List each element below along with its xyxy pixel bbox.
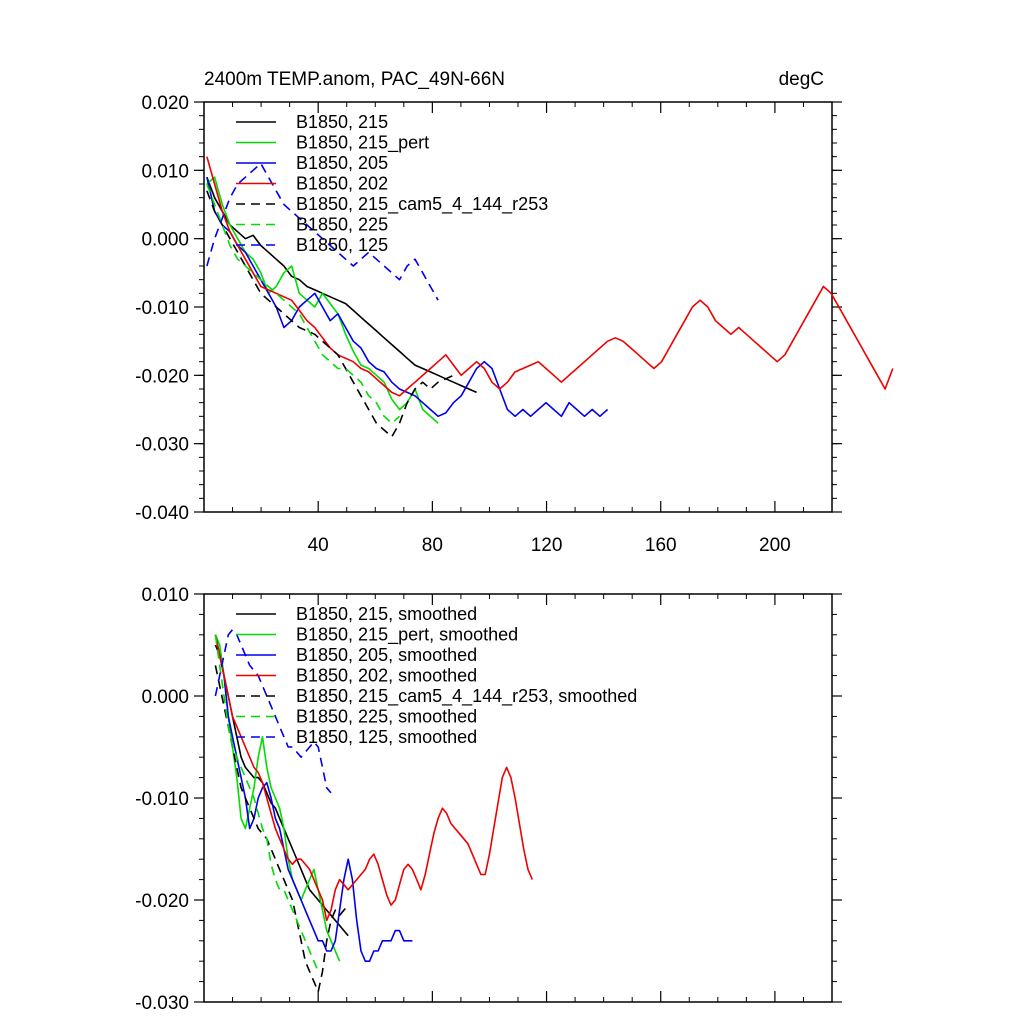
- series-line-4: [214, 665, 349, 993]
- x-tick-label: 120: [531, 535, 563, 556]
- chart-title: 2400m TEMP.anom, PAC_49N-66N: [204, 69, 505, 90]
- legend-entry: B1850, 125: [296, 235, 388, 255]
- top-panel: 40 80 120 160 200 0.020 0.010 0.000 -0.010 -0.020…: [135, 69, 894, 556]
- y-tick-label: 0.000: [141, 230, 189, 251]
- legend-entry: B1850, 202, smoothed: [296, 666, 477, 686]
- legend-entry: B1850, 225: [296, 215, 388, 235]
- y-tick-label: -0.020: [135, 366, 189, 387]
- series-line-3: [214, 634, 534, 922]
- legend-entry: B1850, 215_cam5_4_144_r253, smoothed: [296, 686, 637, 707]
- x-tick-label: 40: [308, 535, 329, 556]
- legend-entry: B1850, 215_pert, smoothed: [296, 625, 518, 646]
- y-tick-label: -0.020: [135, 891, 189, 912]
- legend-entry: B1850, 225, smoothed: [296, 707, 477, 727]
- series-line-2: [206, 177, 609, 418]
- legend-entry: B1850, 215: [296, 112, 388, 132]
- y-tick-label: 0.000: [141, 687, 189, 708]
- bottom-panel: 0.010 0.000 -0.010 -0.020 -0.030 B1850, 215, …: [135, 585, 842, 1014]
- series-line-6: [206, 162, 439, 301]
- y-tick-label: -0.030: [135, 435, 189, 456]
- legend-entry: B1850, 205, smoothed: [296, 645, 477, 665]
- legend-entry: B1850, 202: [296, 174, 388, 194]
- legend-entry: B1850, 215_cam5_4_144_r253: [296, 194, 548, 215]
- series-line-5: [206, 183, 401, 425]
- series-line-2: [214, 634, 413, 963]
- legend-entry: B1850, 125, smoothed: [296, 727, 477, 747]
- x-tick-label: 200: [759, 535, 791, 556]
- series-line-3: [206, 156, 894, 397]
- y-tick-label: 0.010: [141, 161, 189, 182]
- legend-entry: B1850, 215, smoothed: [296, 604, 477, 624]
- units-label: degC: [779, 69, 824, 90]
- y-tick-label: -0.030: [135, 993, 189, 1014]
- series-line-5: [214, 634, 319, 972]
- series-line-0: [206, 176, 477, 394]
- y-tick-label: -0.010: [135, 789, 189, 810]
- series-line-0: [214, 644, 349, 937]
- x-tick-label: 160: [645, 535, 677, 556]
- y-tick-label: -0.010: [135, 298, 189, 319]
- y-tick-label: 0.010: [141, 585, 189, 606]
- legend-entry: B1850, 215_pert: [296, 133, 429, 154]
- y-tick-label: -0.040: [135, 503, 189, 524]
- legend-entry: B1850, 205: [296, 153, 388, 173]
- y-tick-label: 0.020: [141, 93, 189, 114]
- x-tick-label: 80: [422, 535, 443, 556]
- series-line-4: [206, 190, 454, 438]
